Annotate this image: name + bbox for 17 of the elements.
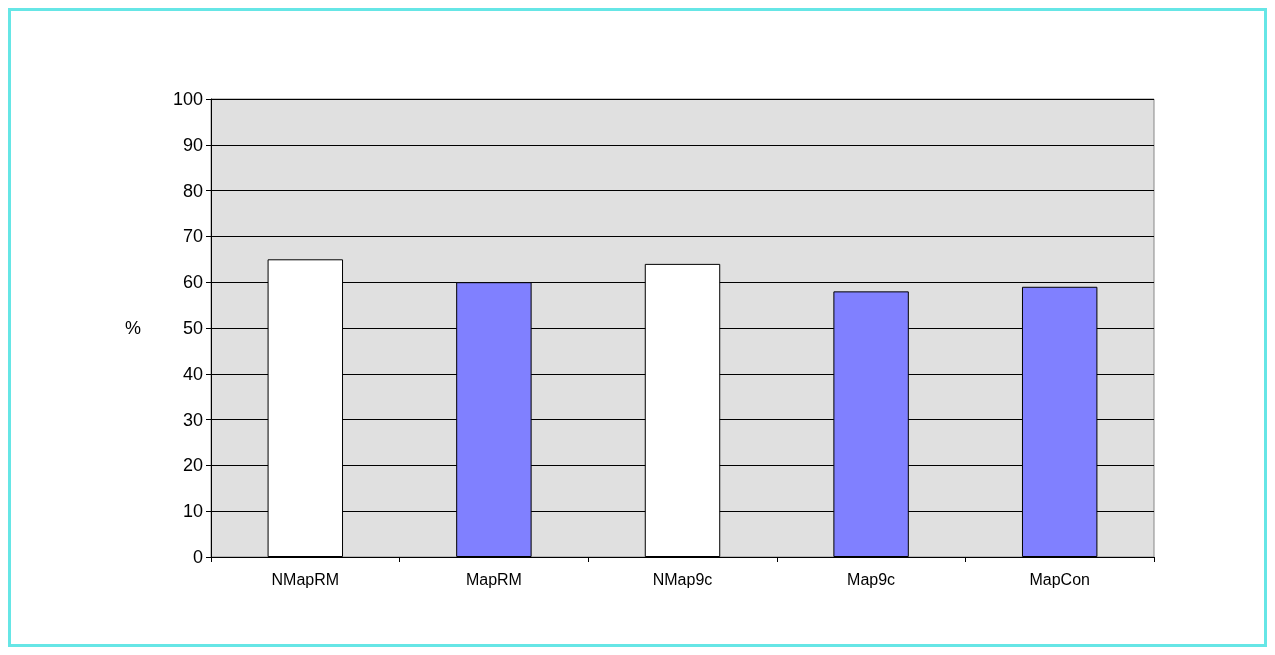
x-tick-label: Map9c — [847, 570, 896, 588]
y-tick-label: 90 — [182, 134, 203, 155]
y-tick-label: 80 — [182, 180, 203, 201]
y-tick-label: 20 — [182, 455, 203, 476]
y-axis-title: % — [124, 318, 141, 338]
x-tick-label: NMap9c — [652, 570, 713, 588]
y-tick-label: 60 — [182, 272, 203, 293]
y-tick-label: 100 — [172, 89, 203, 109]
y-tick-label: 50 — [182, 318, 203, 338]
x-tick-label: MapRM — [465, 570, 522, 588]
y-tick-label: 70 — [182, 226, 203, 247]
y-tick-label: 0 — [192, 547, 203, 567]
y-tick-label: 30 — [182, 409, 203, 430]
x-tick-label: MapCon — [1029, 570, 1090, 588]
x-tick-label: NMapRM — [271, 570, 340, 588]
y-tick-label: 10 — [182, 501, 203, 522]
y-tick-label: 40 — [182, 363, 203, 384]
